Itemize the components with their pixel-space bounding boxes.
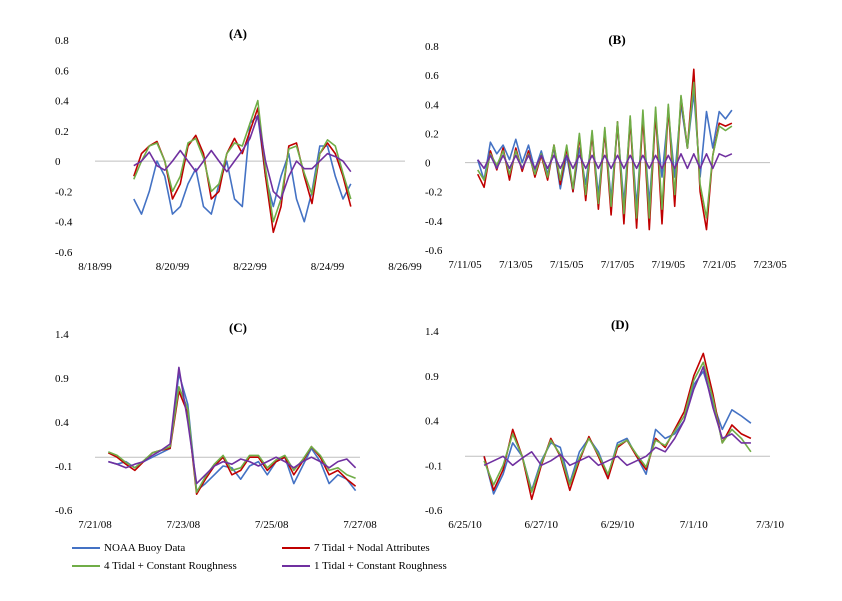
series-line-7-tidal-nodal-attributes [484,353,751,499]
y-tick-label: 0.8 [55,35,69,47]
y-tick-label: -0.2 [55,186,72,198]
y-tick-label: 0.6 [55,65,69,77]
legend-label: 4 Tidal + Constant Roughness [104,560,237,572]
legend-swatch [282,565,310,567]
y-tick-label: -0.6 [55,247,73,259]
y-tick-label: -0.4 [425,216,443,228]
y-tick-label: 0.2 [55,126,69,138]
series-line-1-tidal-constant-roughness [484,367,751,466]
legend-label: NOAA Buoy Data [104,542,185,554]
x-tick-label: 7/23/08 [167,519,201,531]
x-tick-label: 6/27/10 [524,519,558,531]
x-tick-label: 7/3/10 [756,519,785,531]
y-tick-label: -0.4 [55,217,73,229]
series-line-1-tidal-constant-roughness [108,367,355,483]
legend-swatch [72,547,100,549]
x-tick-label: 7/13/05 [499,259,533,271]
series-line-4-tidal-constant-roughness [484,362,751,492]
x-tick-label: 7/25/08 [255,519,289,531]
x-tick-label: 7/27/08 [343,519,377,531]
legend: NOAA Buoy Data 7 Tidal + Nodal Attribute… [72,538,492,578]
y-tick-label: -0.6 [425,505,443,517]
legend-item-7tidal: 7 Tidal + Nodal Attributes [282,540,430,556]
y-tick-label: 0.4 [55,96,69,108]
x-tick-label: 6/29/10 [601,519,635,531]
y-tick-label: 0.9 [425,371,439,383]
y-tick-label: 0 [55,156,61,168]
y-tick-label: -0.1 [425,460,442,472]
y-tick-label: 0.6 [425,70,439,82]
y-tick-label: 0 [425,158,431,170]
panel-a: (A) -0.6 -0.4 -0.2 0 0.2 0.4 0.6 0.8 8/18/99 8/20/… [55,26,422,273]
panel-b: (B) -0.6 -0.4 -0.2 0 0.2 0.4 0.6 0.8 7/11/05 7/13/… [425,32,787,271]
panel-d: (D) -0.6 -0.1 0.4 0.9 1.4 6/25/10 6/27/10 6/29/1… [425,317,785,531]
panel-title: (A) [229,26,247,41]
legend-label: 1 Tidal + Constant Roughness [314,560,447,572]
x-tick-label: 7/23/05 [753,259,787,271]
legend-item-noaa: NOAA Buoy Data [72,540,185,556]
x-tick-label: 7/19/05 [652,259,686,271]
series-line-1-tidal-constant-roughness [478,154,732,169]
x-tick-label: 8/24/99 [311,261,345,273]
y-tick-label: -0.6 [55,505,73,517]
y-tick-label: -0.6 [425,245,443,257]
panel-title: (D) [611,317,629,332]
y-tick-label: 1.4 [425,326,439,338]
y-tick-label: -0.1 [55,461,72,473]
y-tick-label: 0.9 [55,373,69,385]
legend-swatch [72,565,100,567]
x-tick-label: 8/18/99 [78,261,112,273]
y-tick-label: 1.4 [55,329,69,341]
y-tick-label: 0.8 [425,41,439,53]
x-tick-label: 7/11/05 [448,259,482,271]
y-tick-label: 0.4 [425,99,439,111]
x-tick-label: 8/20/99 [156,261,190,273]
legend-item-4tidal: 4 Tidal + Constant Roughness [72,558,237,574]
x-tick-label: 6/25/10 [448,519,482,531]
legend-label: 7 Tidal + Nodal Attributes [314,542,430,554]
y-tick-label: 0.4 [55,417,69,429]
series-line-noaa-buoy-data [108,374,355,491]
y-tick-label: 0.2 [425,128,439,140]
x-tick-label: 8/26/99 [388,261,422,273]
x-tick-label: 7/21/05 [702,259,736,271]
x-tick-label: 7/1/10 [680,519,709,531]
x-tick-label: 7/21/08 [78,519,112,531]
x-tick-label: 7/17/05 [601,259,635,271]
panel-c: (C) -0.6 -0.1 0.4 0.9 1.4 7/21/08 7/23/08 7/25/0… [55,320,377,531]
legend-item-1tidal: 1 Tidal + Constant Roughness [282,558,447,574]
figure: (A) -0.6 -0.4 -0.2 0 0.2 0.4 0.6 0.8 8/18/99 8/20/… [0,0,842,601]
x-tick-label: 8/22/99 [233,261,267,273]
y-tick-label: -0.2 [425,187,442,199]
y-tick-label: 0.4 [425,416,439,428]
panel-title: (C) [229,320,247,335]
series-line-4-tidal-constant-roughness [108,387,355,493]
legend-swatch [282,547,310,549]
panel-title: (B) [608,32,625,47]
x-tick-label: 7/15/05 [550,259,584,271]
series-line-7-tidal-nodal-attributes [108,391,355,494]
